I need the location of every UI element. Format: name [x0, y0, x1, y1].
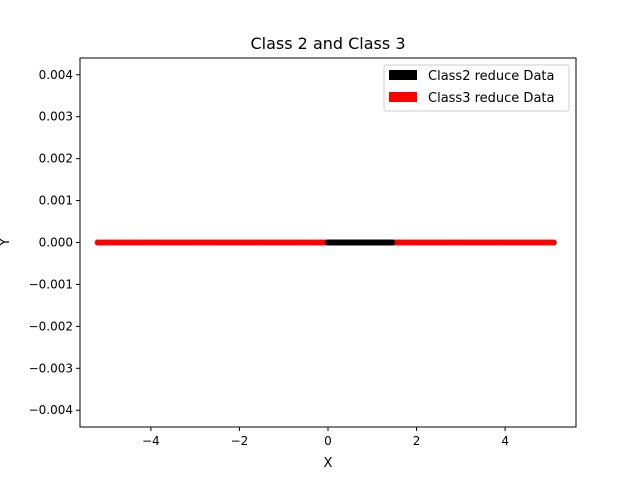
data-point	[389, 239, 396, 246]
series-class3	[94, 239, 557, 246]
y-tick-label: −0.001	[29, 277, 73, 291]
x-tick-label: 4	[501, 434, 509, 448]
legend-swatch-class3	[389, 92, 417, 102]
y-tick-label: 0.000	[39, 236, 73, 250]
y-tick-label: 0.003	[39, 110, 73, 124]
chart-title: Class 2 and Class 3	[251, 34, 406, 53]
series-class2	[325, 239, 396, 246]
x-tick-label: 0	[324, 434, 332, 448]
legend-label-class3: Class3 reduce Data	[428, 91, 554, 106]
legend-label-class2: Class2 reduce Data	[428, 69, 554, 84]
x-tick-label: 2	[413, 434, 421, 448]
y-tick-label: −0.002	[29, 319, 73, 333]
legend-box	[383, 64, 570, 112]
y-tick-label: 0.001	[39, 194, 73, 208]
x-axis: −4 −2 0 2 4	[142, 427, 509, 448]
legend-swatch-class2	[389, 70, 417, 80]
x-tick-label: −2	[231, 434, 249, 448]
y-axis-label: Y	[0, 238, 13, 247]
plot-area	[79, 57, 577, 428]
x-tick-label: −4	[142, 434, 160, 448]
y-tick-label: −0.003	[29, 361, 73, 375]
y-tick-label: 0.002	[39, 152, 73, 166]
y-tick-label: −0.004	[29, 403, 73, 417]
y-axis: 0.004 0.003 0.002 0.001 0.000 −0.001 −0.002 −0.…	[29, 68, 80, 417]
series-layer	[94, 239, 557, 246]
legend: Class2 reduce Data Class3 reduce Data	[383, 64, 570, 112]
data-point	[550, 239, 557, 246]
x-axis-label: X	[324, 456, 333, 471]
y-tick-label: 0.004	[39, 68, 73, 82]
